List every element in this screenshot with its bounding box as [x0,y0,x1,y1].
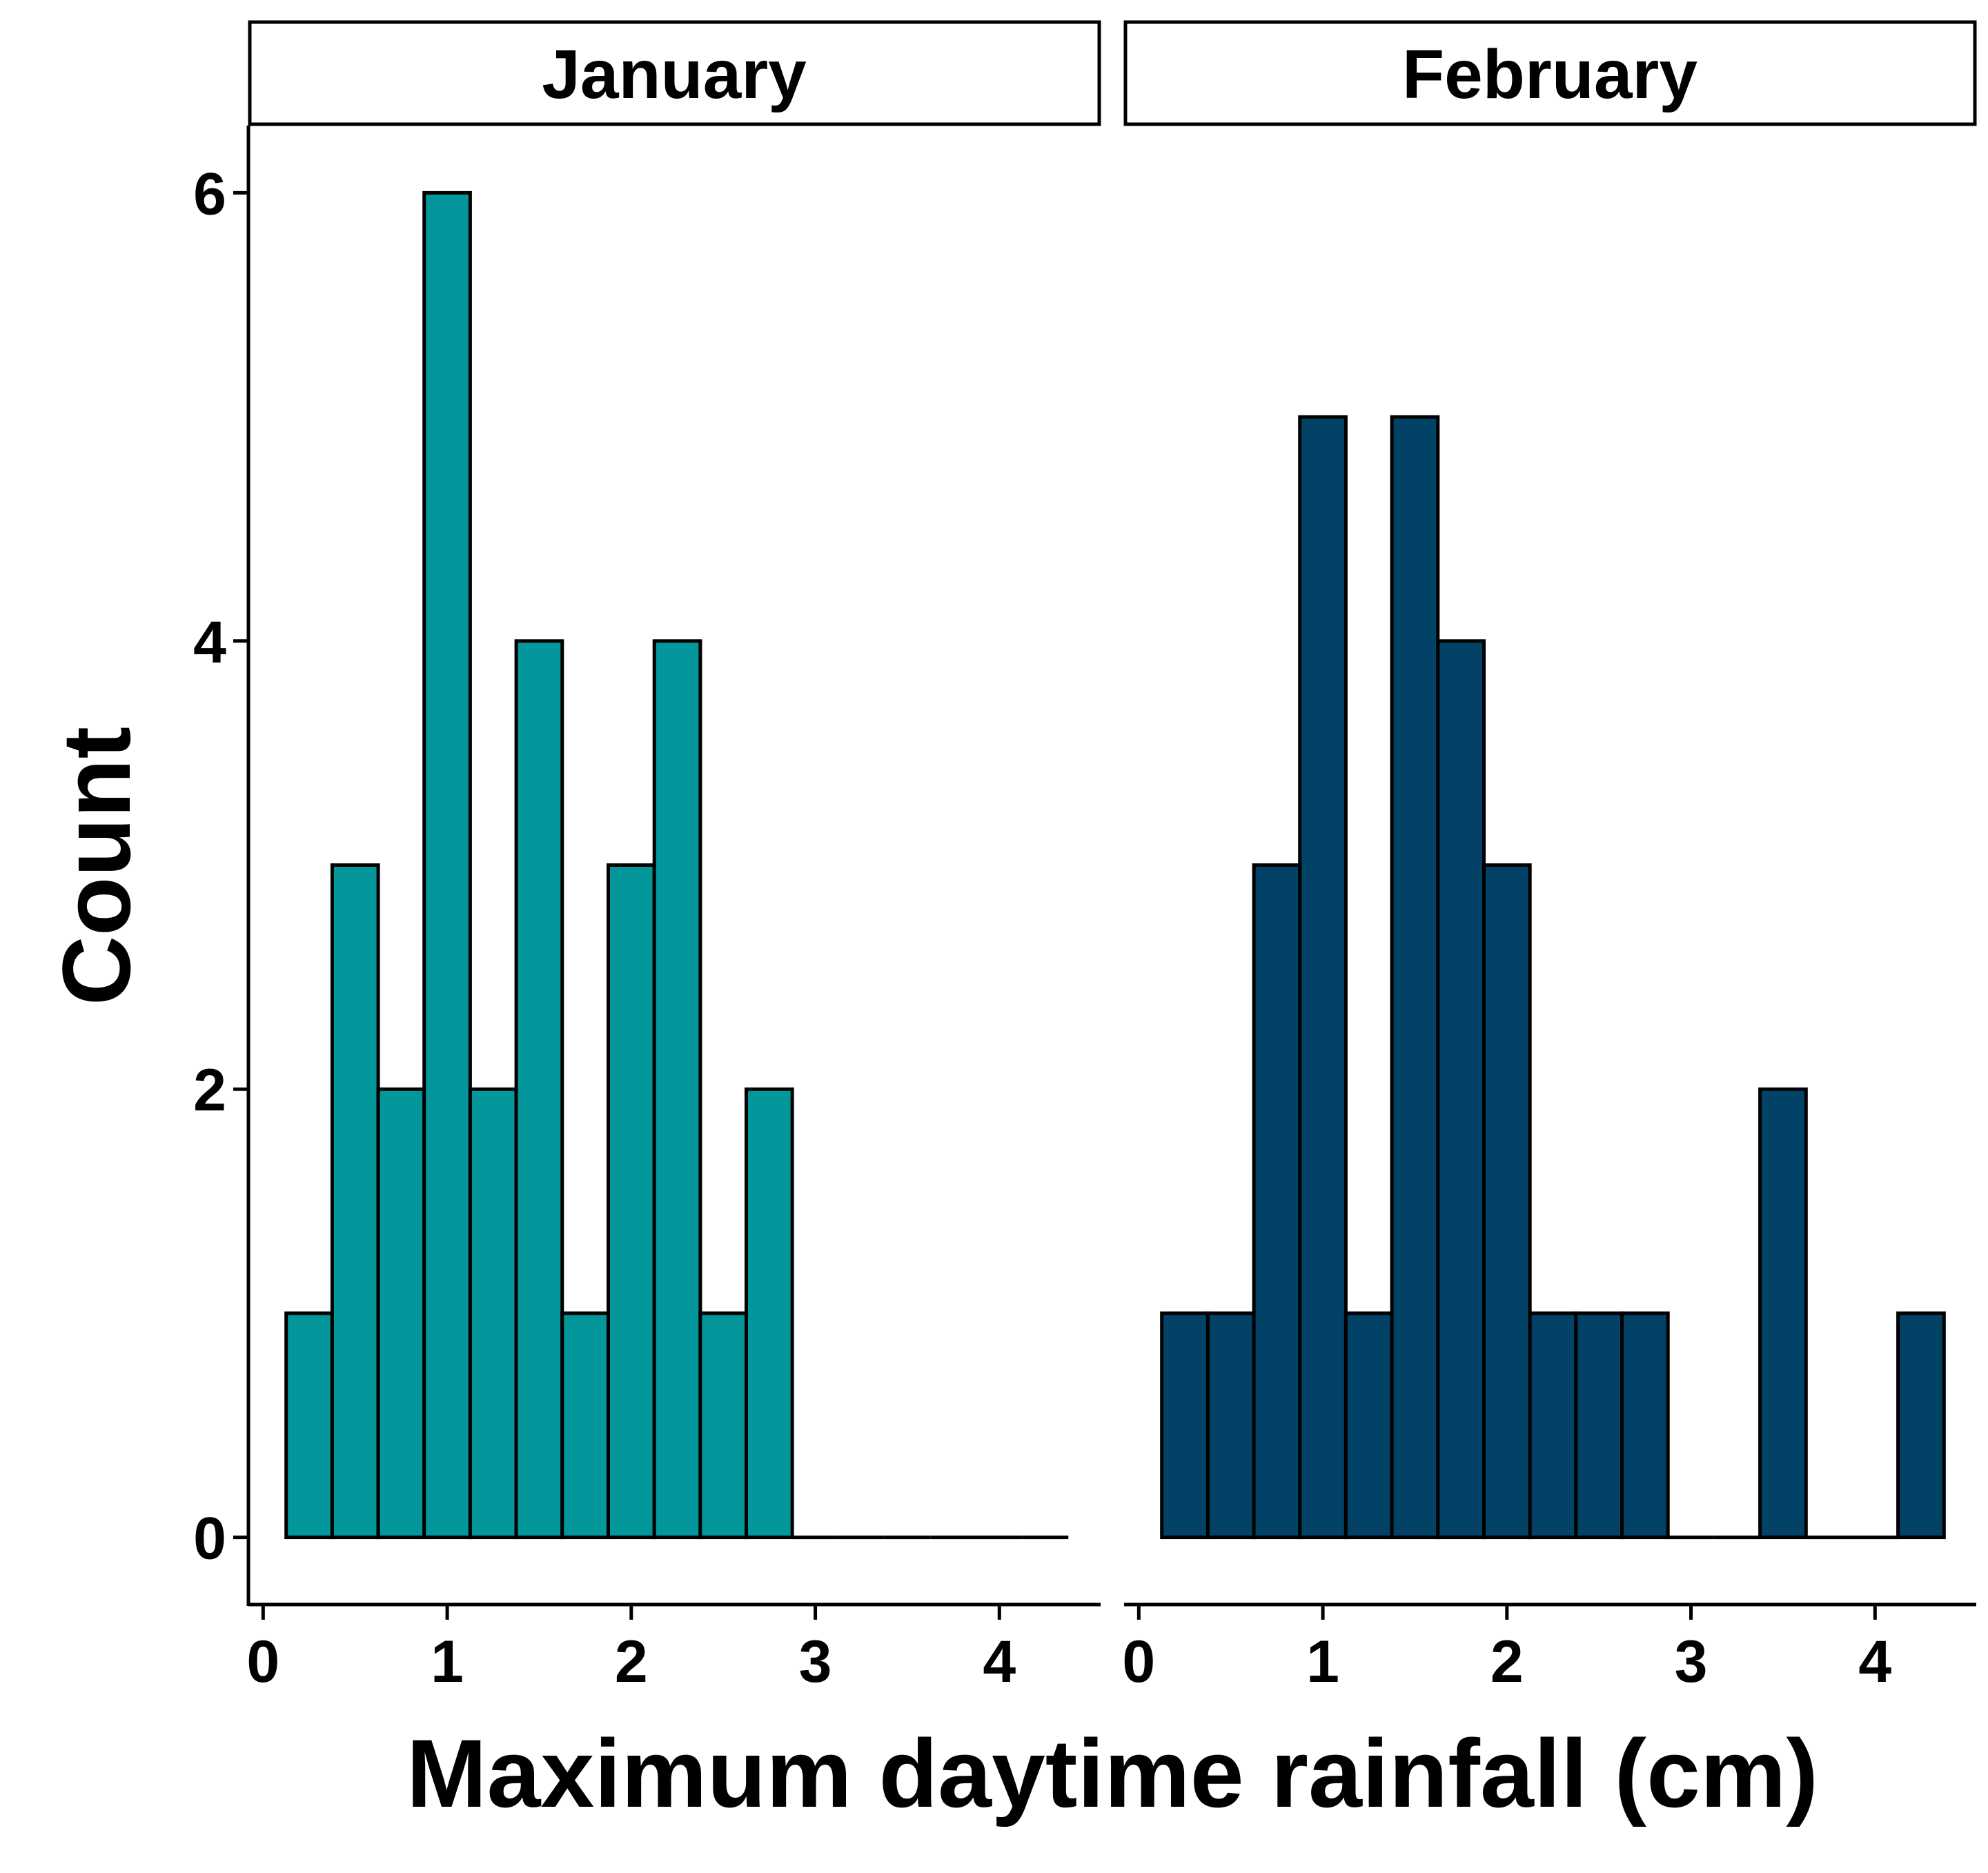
bar-february-0 [1160,1311,1210,1540]
bar-february-2 [1252,863,1302,1540]
y-tick-label-2: 2 [193,1057,226,1124]
y-axis: 0 2 4 6 [193,126,250,1606]
x-tick-label-january-1: 1 [431,1629,464,1695]
x-tick-label-january-0: 0 [246,1629,279,1695]
bar-january-4 [468,1087,518,1540]
x-ticks-february: 0 1 2 3 4 [1122,1605,1891,1695]
y-axis-title: Count [42,727,150,1006]
bar-february-5 [1390,415,1440,1540]
bar-january-1 [330,863,380,1540]
bar-february-16 [1896,1311,1946,1540]
bar-february-10 [1620,1311,1670,1540]
strip-label-february: February [1402,36,1697,113]
bar-february-4 [1344,1311,1394,1540]
strip-box-february [1123,20,1977,126]
bar-february-9 [1574,1311,1624,1540]
panel-february: February 0 1 2 3 4 [1122,20,1977,1695]
bar-january-10 [745,1087,794,1540]
bar-january-3 [422,190,472,1540]
x-ticks-january: 0 1 2 3 4 [246,1605,1016,1695]
bar-january-0 [284,1311,334,1540]
bar-january-2 [376,1087,426,1540]
x-tick-label-february-1: 1 [1306,1629,1339,1695]
x-axis-title: Maximum daytime rainfall (cm) [406,1719,1818,1827]
bar-january-6 [560,1311,610,1540]
bar-february-8 [1528,1311,1578,1540]
bars-february [1160,415,1946,1540]
y-tick-label-0: 0 [193,1506,226,1572]
x-tick-label-january-3: 3 [799,1629,832,1695]
bar-january-9 [698,1311,748,1540]
bar-february-3 [1298,415,1348,1540]
bar-january-8 [652,639,702,1540]
strip-box-january [248,20,1101,126]
bar-february-13 [1758,1087,1808,1540]
bar-february-7 [1482,863,1532,1540]
x-tick-label-february-4: 4 [1858,1629,1891,1695]
bar-february-6 [1436,639,1486,1540]
x-tick-label-february-3: 3 [1675,1629,1708,1695]
x-tick-label-january-4: 4 [983,1629,1016,1695]
bar-february-1 [1205,1311,1256,1540]
bar-january-5 [514,639,564,1540]
y-tick-label-6: 6 [193,161,226,227]
x-tick-label-february-2: 2 [1490,1629,1524,1695]
panel-january: January 0 1 2 3 4 [246,20,1101,1695]
strip-label-january: January [542,36,807,113]
y-tick-label-4: 4 [193,609,226,676]
x-tick-label-february-0: 0 [1122,1629,1155,1695]
y-ticks: 0 2 4 6 [193,161,248,1572]
bar-january-7 [607,863,656,1540]
bars-january [284,190,1069,1540]
x-tick-label-january-2: 2 [615,1629,648,1695]
